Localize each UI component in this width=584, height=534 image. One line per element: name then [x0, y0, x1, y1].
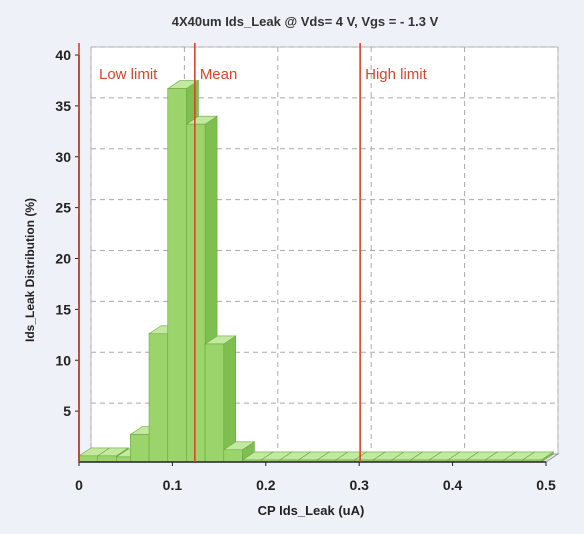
y-tick-label: 40	[55, 47, 71, 63]
y-tick-label: 35	[55, 98, 71, 114]
y-tick-label: 15	[55, 301, 71, 317]
reference-line-label: Low limit	[99, 66, 158, 83]
y-tick-label: 30	[55, 149, 71, 165]
reference-line-label: Mean	[200, 66, 238, 83]
x-tick-label: 0.3	[349, 477, 369, 493]
y-tick-label: 10	[55, 352, 71, 368]
y-axis-title: Ids_Leak Distribution (%)	[23, 198, 37, 342]
histogram-bar	[204, 335, 237, 463]
tick-labels: 5 10 15 20 25 30 35 40 0 0.1 0.2 0.3 0.4 0.5	[55, 47, 556, 493]
x-tick-label: 0	[75, 477, 83, 493]
y-tick-label: 20	[55, 251, 71, 267]
x-axis-title: CP Ids_Leak (uA)	[258, 503, 365, 518]
y-tick-label: 25	[55, 200, 71, 216]
x-tick-label: 0.5	[536, 477, 556, 493]
x-tick-label: 0.1	[163, 477, 183, 493]
histogram-bar	[222, 441, 256, 463]
x-tick-label: 0.4	[443, 477, 463, 493]
chart-title: 4X40um Ids_Leak @ Vds= 4 V, Vgs = - 1.3 …	[172, 14, 439, 29]
reference-line-label: High limit	[365, 66, 428, 83]
y-tick-label: 5	[63, 403, 71, 419]
x-tick-label: 0.2	[256, 477, 276, 493]
reference-lines: Low limit Mean High limit	[78, 43, 428, 462]
